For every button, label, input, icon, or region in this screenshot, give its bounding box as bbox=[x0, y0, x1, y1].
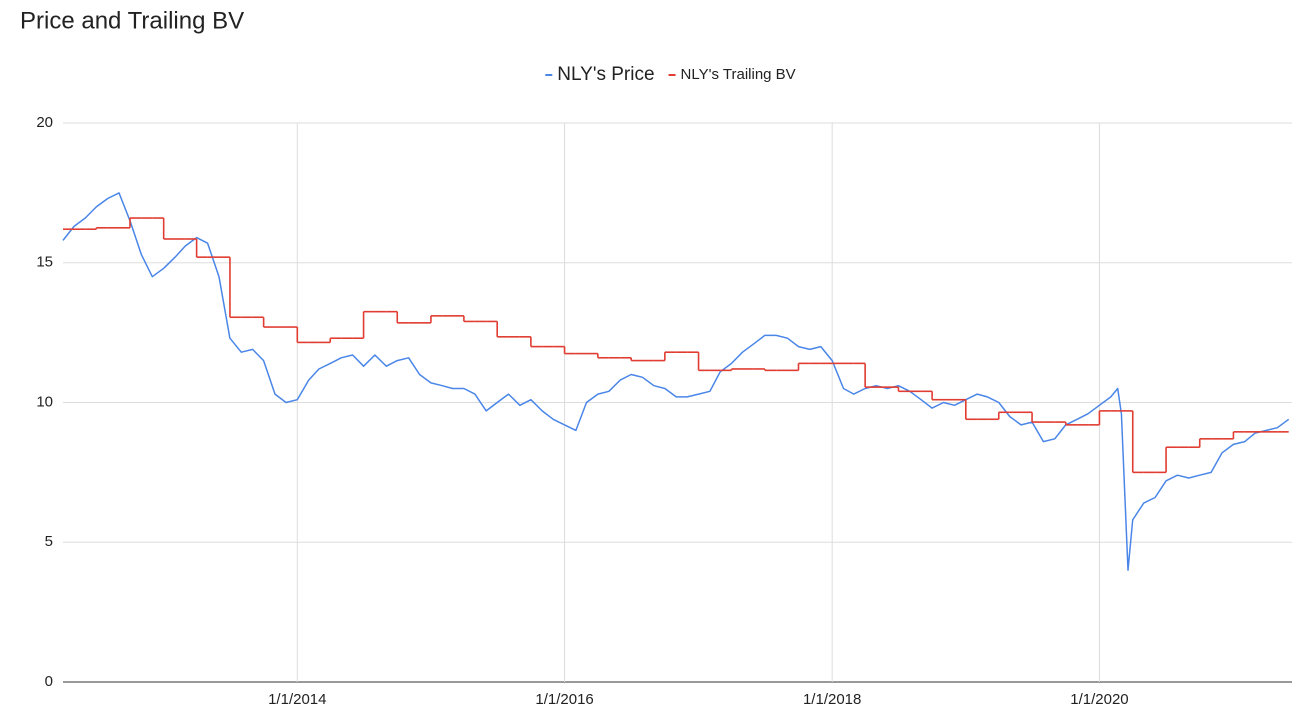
chart-title: Price and Trailing BV bbox=[20, 7, 244, 34]
x-tick-label: 1/1/2018 bbox=[803, 691, 861, 708]
x-tick-label: 1/1/2014 bbox=[268, 691, 326, 708]
x-tick-label: 1/1/2020 bbox=[1070, 691, 1128, 708]
legend-label: NLY's Price bbox=[557, 64, 654, 85]
legend-label: NLY's Trailing BV bbox=[681, 66, 796, 83]
x-tick-label: 1/1/2016 bbox=[535, 691, 593, 708]
y-tick-label: 10 bbox=[36, 393, 53, 410]
y-tick-label: 15 bbox=[36, 254, 53, 271]
y-tick-label: 0 bbox=[45, 673, 53, 690]
y-tick-label: 20 bbox=[36, 114, 53, 131]
y-tick-label: 5 bbox=[45, 533, 53, 550]
price-line bbox=[62, 192, 1290, 571]
